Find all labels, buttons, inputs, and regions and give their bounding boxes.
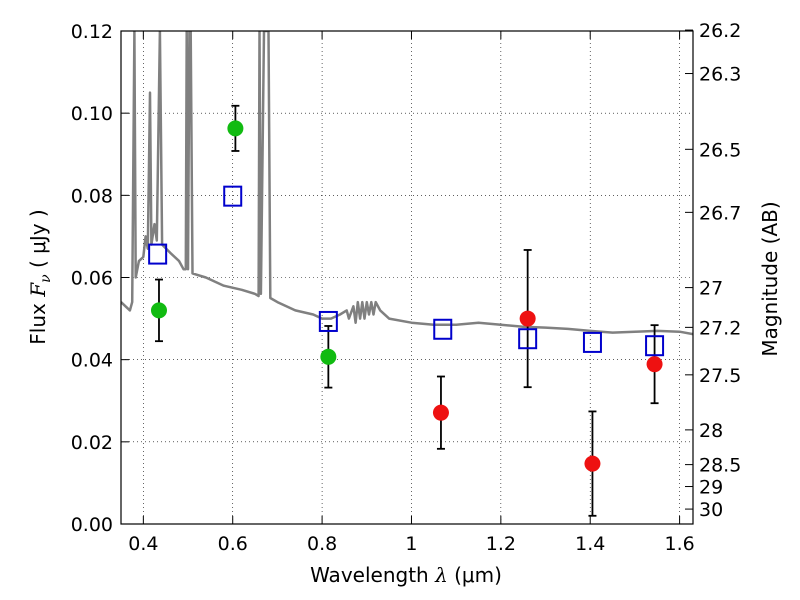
spectrum-layer: [121, 31, 693, 336]
axis-ticks: 0.4 0.6 0.8 1 1.2 1.4 1.6 0.00 0.02 0.04 0.06 0.08 0…: [71, 20, 742, 555]
x-tick-label: 1: [405, 533, 417, 555]
model-flux-square: [518, 328, 538, 350]
flux-point: [227, 120, 244, 137]
flux-point: [584, 455, 601, 472]
x-tick-label: 0.8: [307, 533, 337, 555]
y2-tick-label: 26.7: [699, 202, 741, 224]
x-tick-label: 0.6: [218, 533, 248, 555]
y-tick-label: 0.02: [71, 432, 113, 454]
model-flux-square: [582, 331, 602, 353]
y-axis-label: Flux Fν ( μJy ): [26, 209, 54, 344]
y-tick-label: 0.10: [71, 103, 113, 125]
y-tick-label: 0.12: [71, 21, 113, 43]
flux-point: [519, 310, 536, 327]
y2-tick-label: 28: [699, 420, 723, 442]
y-axis-label-subscript: ν: [38, 274, 54, 283]
model-flux-square: [223, 185, 243, 207]
y2-axis-label: Magnitude (AB): [758, 201, 782, 356]
y2-tick-label: 28.5: [699, 455, 741, 477]
model-flux-square: [148, 243, 168, 265]
x-axis-label-unit: (μm): [454, 563, 502, 587]
y2-tick-label: 26.5: [699, 139, 741, 161]
x-tick-label: 0.4: [128, 533, 158, 555]
flux-point: [150, 302, 167, 319]
y-tick-label: 0.06: [71, 268, 113, 290]
x-tick-label: 1.6: [664, 533, 694, 555]
y-axis-label-text: Flux: [26, 303, 50, 345]
flux-point: [432, 404, 449, 421]
flux-point: [320, 348, 337, 365]
y2-tick-label: 26.3: [699, 64, 741, 86]
y-tick-label: 0.04: [71, 350, 113, 372]
data-marks: [148, 104, 665, 517]
model-flux-square: [433, 318, 453, 340]
model-flux-square: [318, 310, 338, 332]
y-tick-label: 0.00: [71, 514, 113, 536]
y2-tick-label: 26.2: [699, 20, 741, 42]
y-axis-label-unit: ( μJy ): [26, 209, 50, 268]
y2-tick-label: 27.5: [699, 365, 741, 387]
x-axis-label-symbol: λ: [434, 563, 448, 587]
y2-tick-label: 29: [699, 477, 723, 499]
y2-tick-label: 27.2: [699, 317, 741, 339]
flux-point: [646, 356, 663, 373]
x-axis-label-text: Wavelength: [310, 563, 429, 587]
model-spectrum-line: [121, 31, 693, 336]
model-flux-square: [645, 335, 665, 357]
y2-tick-label: 30: [699, 499, 723, 521]
x-tick-label: 1.2: [486, 533, 516, 555]
x-tick-label: 1.4: [575, 533, 605, 555]
y-axis-label-symbol: F: [26, 282, 50, 298]
y-tick-label: 0.08: [71, 185, 113, 207]
y2-tick-label: 27: [699, 278, 723, 300]
x-axis-label: Wavelength λ (μm): [310, 563, 502, 587]
